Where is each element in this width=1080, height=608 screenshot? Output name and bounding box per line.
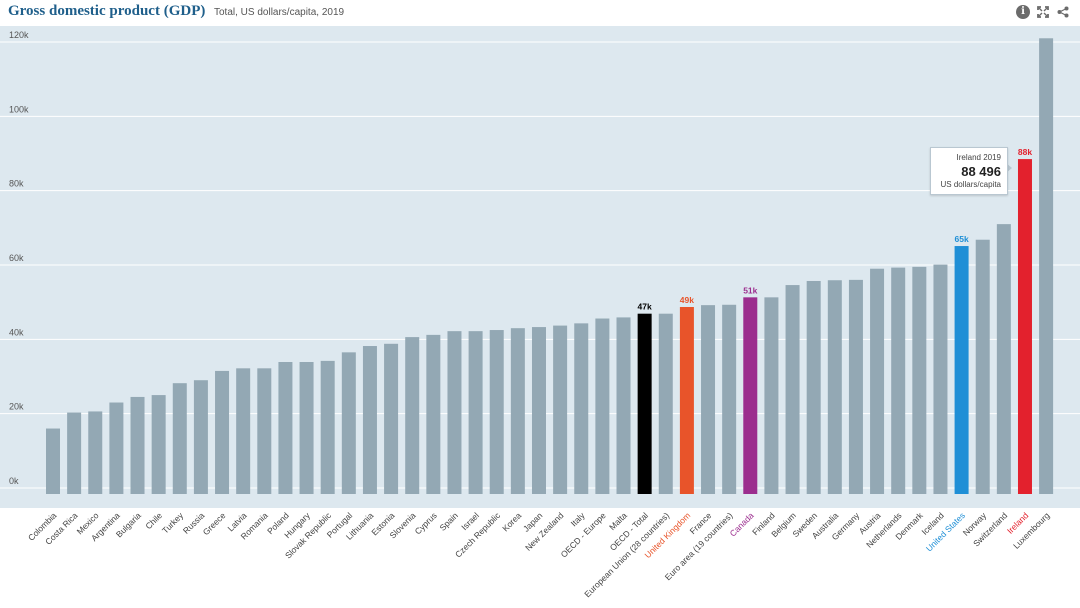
share-icon-graphic xyxy=(1057,6,1069,18)
y-tick-label: 20k xyxy=(9,402,24,412)
data-label: 49k xyxy=(680,295,694,305)
bar[interactable] xyxy=(278,362,293,494)
bar[interactable] xyxy=(637,313,652,494)
bar[interactable] xyxy=(172,383,187,494)
expand-icon[interactable] xyxy=(1036,5,1050,19)
y-tick-label: 60k xyxy=(9,253,24,263)
x-tick-label: Cyprus xyxy=(413,510,439,536)
chart-subtitle: Total, US dollars/capita, 2019 xyxy=(214,7,345,18)
bar[interactable] xyxy=(489,330,504,494)
tooltip-value: 88 496 xyxy=(961,164,1001,179)
x-tick-label: Greece xyxy=(201,510,228,537)
bar[interactable] xyxy=(67,412,82,494)
tooltip: Ireland 2019 88 496 US dollars/capita xyxy=(930,147,1008,195)
bar[interactable] xyxy=(257,368,272,494)
share-icon[interactable] xyxy=(1056,5,1070,19)
x-tick-label: Korea xyxy=(500,510,523,533)
bar[interactable] xyxy=(215,370,230,494)
bar[interactable] xyxy=(616,317,631,494)
bar[interactable] xyxy=(130,396,145,494)
bar[interactable] xyxy=(658,313,673,494)
bar[interactable] xyxy=(299,362,314,494)
bar[interactable] xyxy=(679,306,694,494)
bar[interactable] xyxy=(722,304,737,494)
bar[interactable] xyxy=(426,334,441,494)
bar[interactable] xyxy=(193,380,208,494)
header-icons: i xyxy=(1016,5,1070,19)
y-tick-label: 40k xyxy=(9,327,24,337)
bar[interactable] xyxy=(447,331,462,494)
bar[interactable] xyxy=(1017,159,1032,495)
tooltip-pointer xyxy=(1006,163,1012,173)
bar[interactable] xyxy=(912,266,927,494)
bar[interactable] xyxy=(574,323,589,494)
bar[interactable] xyxy=(405,337,420,494)
bar[interactable] xyxy=(236,368,251,494)
bar[interactable] xyxy=(806,280,821,494)
bar[interactable] xyxy=(88,411,103,494)
bar[interactable] xyxy=(320,360,335,494)
x-tick-label: Turkey xyxy=(160,510,186,536)
y-tick-label: 80k xyxy=(9,179,24,189)
tooltip-title: Ireland 2019 xyxy=(956,153,1001,162)
y-tick-label: 120k xyxy=(9,30,29,40)
bar[interactable] xyxy=(785,285,800,494)
bar[interactable] xyxy=(510,328,525,494)
bar[interactable] xyxy=(870,268,885,494)
bar[interactable] xyxy=(384,343,399,494)
bar[interactable] xyxy=(531,327,546,494)
bar[interactable] xyxy=(1039,38,1054,495)
bar[interactable] xyxy=(933,264,948,494)
expand-icon-graphic xyxy=(1037,6,1049,18)
bar[interactable] xyxy=(151,395,166,494)
x-tick-label: Canada xyxy=(728,510,756,538)
bar[interactable] xyxy=(954,246,969,494)
bar[interactable] xyxy=(848,279,863,494)
y-tick-label: 100k xyxy=(9,104,29,114)
data-label: 47k xyxy=(638,302,652,312)
bar[interactable] xyxy=(46,428,60,494)
bar[interactable] xyxy=(595,318,610,494)
bar[interactable] xyxy=(109,402,124,494)
x-tick-label: Spain xyxy=(437,510,460,533)
bar[interactable] xyxy=(553,325,568,494)
bar[interactable] xyxy=(827,280,842,494)
data-label: 88k xyxy=(1018,147,1032,157)
bar[interactable] xyxy=(764,297,779,494)
bar[interactable] xyxy=(891,267,906,494)
tooltip-unit: US dollars/capita xyxy=(940,180,1001,189)
info-icon[interactable]: i xyxy=(1016,5,1030,19)
bar[interactable] xyxy=(341,352,356,494)
bar[interactable] xyxy=(975,239,990,494)
bar[interactable] xyxy=(468,331,483,494)
chart-title: Gross domestic product (GDP) xyxy=(8,3,206,19)
bar[interactable] xyxy=(996,224,1011,494)
data-label: 65k xyxy=(954,234,968,244)
bar[interactable] xyxy=(362,346,377,494)
y-tick-label: 0k xyxy=(9,476,19,486)
bar[interactable] xyxy=(701,305,716,494)
data-label: 51k xyxy=(743,285,757,295)
chart-header: Gross domestic product (GDP) Total, US d… xyxy=(0,0,1080,26)
bar[interactable] xyxy=(743,297,758,494)
